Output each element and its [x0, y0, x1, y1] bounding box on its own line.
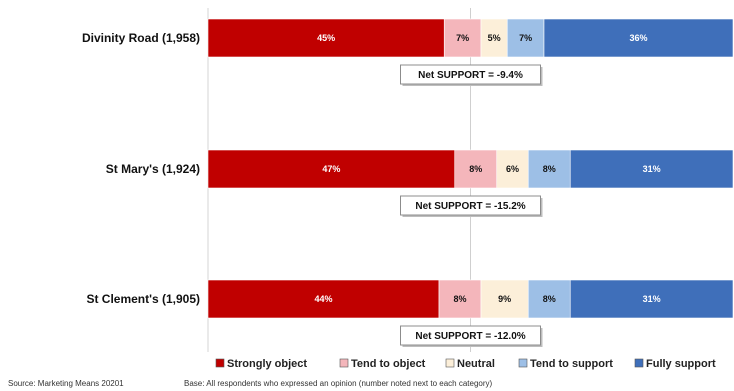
data-label: 6% — [506, 164, 519, 174]
data-label: 7% — [456, 33, 469, 43]
bar-segment — [207, 18, 445, 58]
data-label: 8% — [543, 294, 556, 304]
legend-swatch — [634, 358, 644, 368]
data-label: 31% — [643, 164, 661, 174]
bar-segment — [496, 149, 529, 189]
data-label: 47% — [322, 164, 340, 174]
legend-entry: Fully support — [646, 358, 716, 370]
bar-segment — [454, 149, 498, 189]
bar-segment — [569, 279, 734, 319]
net-support-label: Net SUPPORT = -9.4% — [418, 70, 523, 81]
category-label: St Mary's (1,924) — [106, 162, 200, 176]
bar-segment — [527, 279, 571, 319]
bar-segment — [480, 18, 508, 58]
source-note: Source: Marketing Means 20201 — [8, 379, 124, 388]
legend-entry: Tend to support — [530, 358, 613, 370]
net-support-label: Net SUPPORT = -12.0% — [415, 331, 525, 342]
legend-swatch — [518, 358, 528, 368]
data-label: 7% — [519, 33, 532, 43]
bar-segment — [506, 18, 545, 58]
legend-entry: Tend to object — [351, 358, 426, 370]
net-support-box — [400, 325, 541, 346]
bar-segment — [207, 279, 440, 319]
data-label: 8% — [469, 164, 482, 174]
bar-segment — [443, 18, 482, 58]
net-support-box — [400, 195, 541, 216]
legend-swatch — [215, 358, 225, 368]
data-label: 31% — [643, 294, 661, 304]
data-label: 9% — [498, 294, 511, 304]
plot-area: Divinity Road (1,958) 45% 7% 5% 7% 36% Net SUP… — [82, 8, 734, 352]
data-label: 36% — [629, 33, 647, 43]
legend-swatch — [339, 358, 349, 368]
net-support-label: Net SUPPORT = -15.2% — [415, 201, 525, 212]
legend-swatch — [445, 358, 455, 368]
bar-segment — [438, 279, 482, 319]
legend-entry: Neutral — [457, 358, 495, 370]
net-support-box — [400, 64, 541, 85]
data-label: 45% — [317, 33, 335, 43]
bar-segment — [207, 149, 456, 189]
data-label: 8% — [453, 294, 466, 304]
category-label: St Clement's (1,905) — [86, 292, 200, 306]
bar-segment — [543, 18, 734, 58]
data-label: 44% — [314, 294, 332, 304]
category-label: Divinity Road (1,958) — [82, 31, 200, 45]
data-label: 5% — [488, 33, 501, 43]
legend-entry: Strongly object — [227, 358, 307, 370]
bar-segment — [569, 149, 734, 189]
data-label: 8% — [543, 164, 556, 174]
legend: Strongly object Tend to object Neutral Tend… — [215, 358, 716, 370]
base-note: Base: All respondents who expressed an o… — [184, 379, 493, 388]
bar-segment — [480, 279, 529, 319]
